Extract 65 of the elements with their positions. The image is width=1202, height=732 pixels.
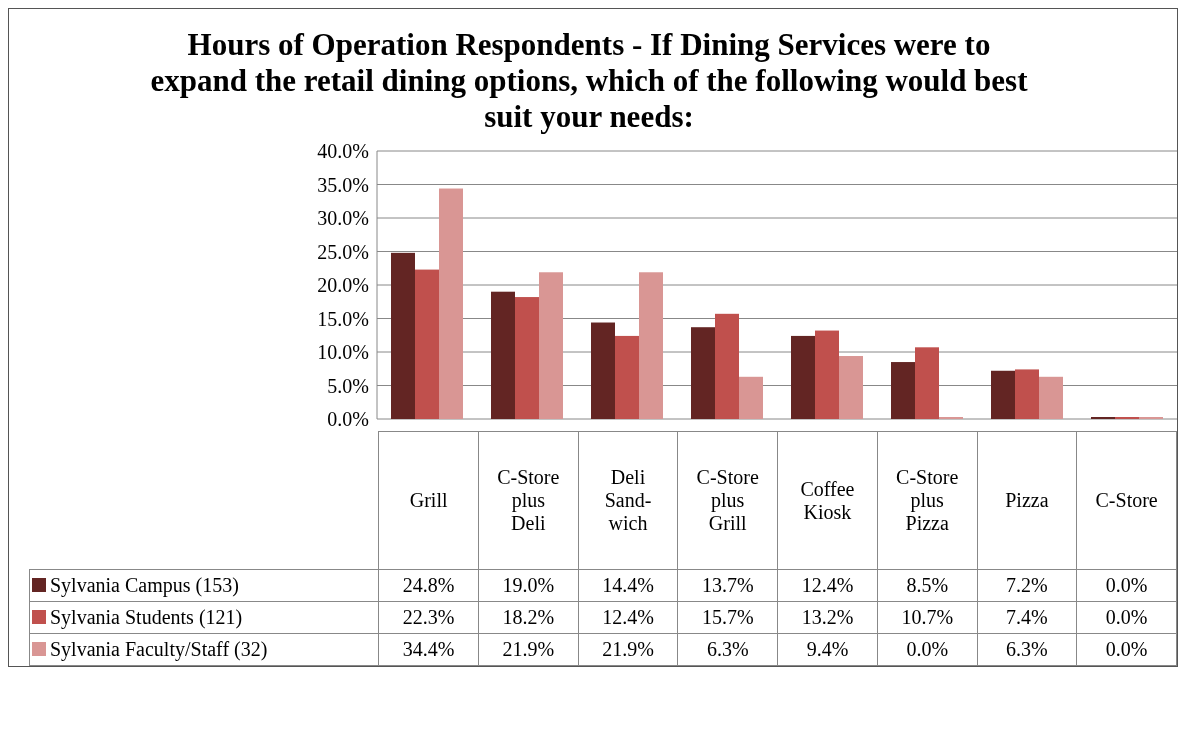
y-tick-label: 20.0%: [317, 274, 369, 297]
y-tick-label: 30.0%: [317, 207, 369, 230]
bar: [591, 322, 615, 419]
data-label: 19.0%: [478, 569, 579, 602]
x-tick-label: Grill: [378, 431, 479, 570]
data-label: 13.7%: [677, 569, 778, 602]
data-label: 12.4%: [777, 569, 878, 602]
data-label: 10.7%: [877, 601, 978, 634]
x-tick-label: C-Store: [1076, 431, 1177, 570]
bar: [839, 356, 863, 419]
data-label: 18.2%: [478, 601, 579, 634]
bar: [691, 327, 715, 419]
data-label: 24.8%: [378, 569, 479, 602]
legend-label: Sylvania Students (121): [29, 601, 379, 634]
bar: [791, 335, 815, 419]
data-label: 13.2%: [777, 601, 878, 634]
data-label: 6.3%: [977, 633, 1077, 666]
data-label: 15.7%: [677, 601, 778, 634]
bar: [815, 330, 839, 419]
data-label: 7.2%: [977, 569, 1077, 602]
data-label: 0.0%: [877, 633, 978, 666]
data-label: 9.4%: [777, 633, 878, 666]
data-label: 12.4%: [578, 601, 678, 634]
bar: [515, 297, 539, 419]
bar: [639, 272, 663, 419]
data-label: 21.9%: [478, 633, 579, 666]
bar: [991, 370, 1015, 419]
bar: [1039, 376, 1063, 419]
y-tick-label: 5.0%: [327, 374, 369, 397]
x-tick-label: C-Store plus Deli: [478, 431, 579, 570]
data-label: 21.9%: [578, 633, 678, 666]
chart-title: Hours of Operation Respondents - If Dining Services were to expand the retail dining options, which of the following would best suit your needs:: [149, 27, 1029, 135]
legend-label: Sylvania Faculty/Staff (32): [29, 633, 379, 666]
y-tick-label: 35.0%: [317, 173, 369, 196]
data-label: 8.5%: [877, 569, 978, 602]
x-tick-label: C-Store plus Pizza: [877, 431, 978, 570]
data-label: 0.0%: [1076, 601, 1177, 634]
bar: [415, 269, 439, 419]
data-label: 0.0%: [1076, 569, 1177, 602]
y-tick-label: 25.0%: [317, 240, 369, 263]
data-label: 14.4%: [578, 569, 678, 602]
bar: [915, 347, 939, 419]
legend-label: Sylvania Campus (153): [29, 569, 379, 602]
x-tick-label: Deli Sand-wich: [578, 431, 678, 570]
bar: [439, 188, 463, 419]
bar: [715, 313, 739, 419]
y-tick-label: 10.0%: [317, 341, 369, 364]
x-tick-label: Coffee Kiosk: [777, 431, 878, 570]
bar: [1015, 369, 1039, 419]
x-tick-label: Pizza: [977, 431, 1077, 570]
y-tick-label: 0.0%: [327, 408, 369, 431]
bar: [391, 252, 415, 419]
data-label: 7.4%: [977, 601, 1077, 634]
y-tick-label: 15.0%: [317, 307, 369, 330]
bar: [891, 362, 915, 419]
y-tick-label: 40.0%: [317, 140, 369, 163]
bar: [539, 272, 563, 419]
data-label: 34.4%: [378, 633, 479, 666]
data-label: 22.3%: [378, 601, 479, 634]
bar: [615, 335, 639, 419]
x-tick-label: C-Store plus Grill: [677, 431, 778, 570]
data-label: 0.0%: [1076, 633, 1177, 666]
bar: [739, 376, 763, 419]
data-label: 6.3%: [677, 633, 778, 666]
bar: [491, 291, 515, 419]
